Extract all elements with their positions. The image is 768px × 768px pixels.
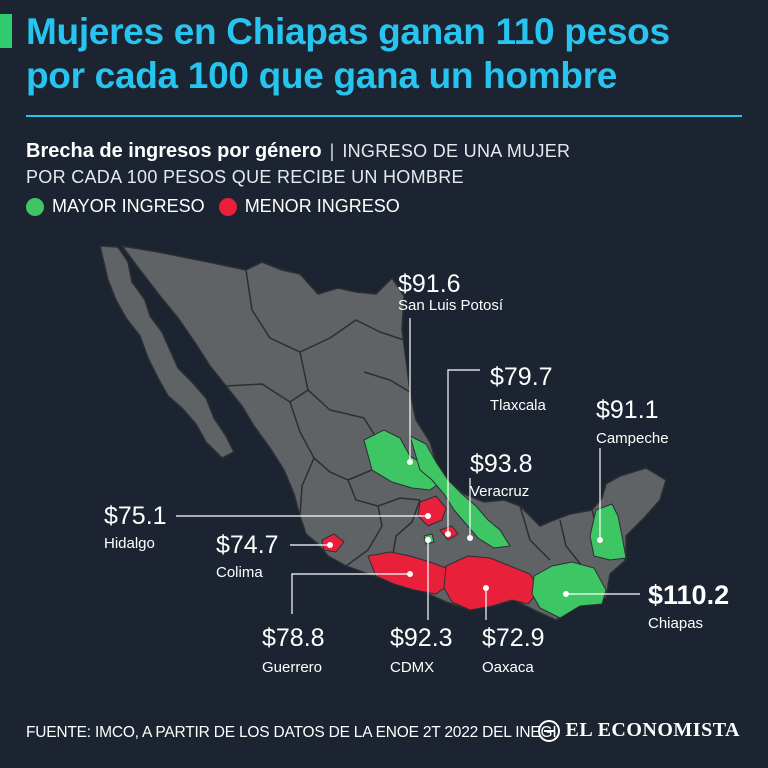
subtitle: Brecha de ingresos por género | INGRESO DE…	[26, 138, 746, 190]
legend-label-higher: MAYOR INGRESO	[52, 196, 205, 216]
legend-item-higher: MAYOR INGRESO	[26, 196, 205, 217]
value-hidalgo: $75.1	[104, 502, 167, 530]
legend-item-lower: MENOR INGRESO	[218, 196, 400, 217]
headline-line-2: por cada 100 que gana un hombre	[26, 55, 618, 96]
legend-dot-green-icon	[26, 197, 44, 216]
name-tlaxcala: Tlaxcala	[490, 397, 547, 414]
leader-lines	[176, 318, 640, 620]
source-note: FUENTE: IMCO, A PARTIR DE LOS DATOS DE L…	[26, 724, 557, 741]
brand-name: EL ECONOMISTA	[565, 719, 740, 741]
subtitle-lead: Brecha de ingresos por género	[26, 140, 322, 162]
value-campeche: $91.1	[596, 396, 659, 424]
legend: MAYOR INGRESO MENOR INGRESO	[26, 196, 414, 217]
name-cdmx: CDMX	[390, 659, 434, 676]
subtitle-separator: |	[329, 141, 335, 161]
value-veracruz: $93.8	[470, 450, 533, 478]
state-oaxaca	[443, 555, 541, 611]
state-campeche	[589, 503, 627, 561]
value-colima: $74.7	[216, 531, 279, 559]
mainland-shape	[120, 244, 667, 621]
subtitle-desc-2: POR CADA 100 PESOS QUE RECIBE UN HOMBRE	[26, 167, 464, 187]
state-chiapas	[531, 561, 607, 619]
legend-label-lower: MENOR INGRESO	[244, 196, 400, 216]
headline: Mujeres en Chiapas ganan 110 pesos por c…	[26, 10, 756, 98]
title-accent-bar	[0, 14, 12, 48]
name-hidalgo: Hidalgo	[104, 535, 155, 552]
name-veracruz: Veracruz	[470, 483, 529, 500]
value-tlaxcala: $79.7	[490, 363, 553, 391]
headline-line-1: Mujeres en Chiapas ganan 110 pesos	[26, 11, 670, 52]
name-oaxaca: Oaxaca	[482, 659, 534, 676]
subtitle-desc-1: INGRESO DE UNA MUJER	[342, 141, 571, 161]
value-guerrero: $78.8	[262, 624, 325, 652]
value-san-luis-potosi: $91.6	[398, 270, 461, 298]
baja-california-shape	[99, 245, 236, 459]
name-campeche: Campeche	[596, 430, 669, 447]
name-chiapas: Chiapas	[648, 615, 703, 632]
name-san-luis-potosi: San Luis Potosí	[398, 297, 504, 314]
leader-dots	[327, 459, 603, 597]
name-colima: Colima	[216, 564, 263, 581]
title-divider	[26, 115, 742, 117]
state-colima	[321, 533, 345, 553]
state-veracruz	[409, 435, 511, 549]
value-cdmx: $92.3	[390, 624, 453, 652]
name-guerrero: Guerrero	[262, 659, 322, 676]
value-chiapas: $110.2	[648, 580, 729, 610]
brand-logo[interactable]: EL ECONOMISTA	[537, 719, 741, 742]
legend-dot-red-icon	[218, 197, 237, 216]
value-oaxaca: $72.9	[482, 624, 545, 652]
internal-borders	[225, 269, 627, 567]
brand-globe-icon	[537, 719, 560, 742]
